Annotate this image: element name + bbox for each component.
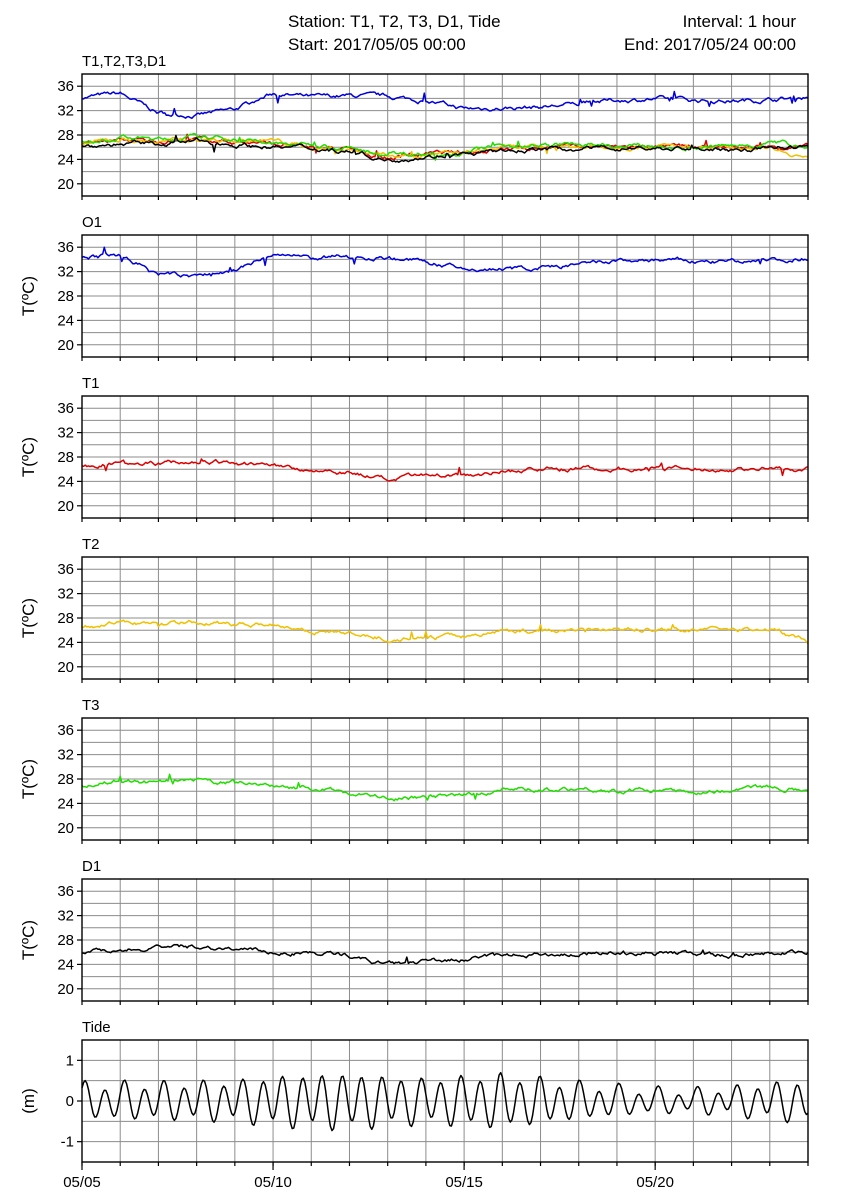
plot-frame (81, 717, 809, 841)
panel-1: T1,T2,T3,D1 20 24 28 32 36 (57, 53, 809, 200)
y-tick-label: 24 (57, 473, 74, 490)
series-line-1 (81, 90, 809, 120)
x-tick-label: 05/20 (636, 1174, 674, 1191)
y-axis-label: T(ºC) (19, 437, 38, 477)
series-line-3 (81, 136, 809, 159)
plot-frame (81, 556, 809, 680)
y-tick-label: 20 (57, 820, 74, 837)
series-line-1 (81, 1071, 809, 1132)
series-line-1 (81, 943, 809, 965)
panels: T1,T2,T3,D12024283236O1T(ºC)2024283236T1… (19, 53, 809, 1191)
panel-title: T1 (82, 375, 100, 392)
y-tick-label: 20 (57, 659, 74, 676)
header: Station: T1, T2, T3, D1, Tide Start: 201… (288, 12, 796, 54)
panel-2: O1 T(ºC) 20 24 28 32 36 (19, 214, 809, 361)
panel-5: T3 T(ºC) 20 24 28 32 36 (19, 697, 809, 844)
panel-title: O1 (82, 214, 102, 231)
plot-frame (81, 73, 809, 197)
panel-title: T2 (82, 536, 100, 553)
y-axis-label: T(ºC) (19, 920, 38, 960)
y-tick-label: 36 (57, 722, 74, 739)
y-tick-label: 24 (57, 956, 74, 973)
y-tick-label: 20 (57, 981, 74, 998)
plot-frame (81, 878, 809, 1002)
header-station: Station: T1, T2, T3, D1, Tide (288, 12, 501, 31)
y-tick-label: 32 (57, 103, 74, 120)
y-tick-label: 28 (57, 127, 74, 144)
x-tick-label: 05/05 (63, 1174, 101, 1191)
series-line-1 (81, 619, 809, 645)
y-axis-label: (m) (19, 1088, 38, 1113)
y-tick-label: -1 (61, 1134, 74, 1151)
y-tick-label: 32 (57, 264, 74, 281)
panel-title: T1,T2,T3,D1 (82, 53, 166, 70)
plot-frame (81, 234, 809, 358)
y-tick-label: 24 (57, 312, 74, 329)
y-tick-label: 32 (57, 747, 74, 764)
series-line-5 (81, 134, 809, 163)
series-line-1 (81, 773, 809, 802)
panel-title: Tide (82, 1019, 111, 1036)
y-tick-label: 1 (66, 1052, 74, 1069)
series-line-1 (81, 246, 809, 278)
panel-title: D1 (82, 858, 101, 875)
panel-3: T1 T(ºC) 20 24 28 32 36 (19, 375, 809, 522)
y-tick-label: 28 (57, 449, 74, 466)
y-tick-label: 24 (57, 634, 74, 651)
y-tick-label: 28 (57, 288, 74, 305)
y-axis-label: T(ºC) (19, 759, 38, 799)
y-tick-label: 24 (57, 795, 74, 812)
y-axis-label: T(ºC) (19, 598, 38, 638)
panel-6: D1 T(ºC) 20 24 28 32 36 (19, 858, 809, 1005)
y-tick-label: 32 (57, 425, 74, 442)
header-start: Start: 2017/05/05 00:00 (288, 35, 466, 54)
x-tick-label: 05/15 (445, 1174, 483, 1191)
header-end: End: 2017/05/24 00:00 (624, 35, 796, 54)
y-tick-label: 28 (57, 932, 74, 949)
y-tick-label: 24 (57, 151, 74, 168)
panel-4: T2 T(ºC) 20 24 28 32 36 (19, 536, 809, 683)
y-tick-label: 36 (57, 883, 74, 900)
y-tick-label: 0 (66, 1093, 74, 1110)
y-tick-label: 20 (57, 337, 74, 354)
y-tick-label: 32 (57, 908, 74, 925)
y-tick-label: 28 (57, 610, 74, 627)
panel-title: T3 (82, 697, 100, 714)
x-tick-label: 05/10 (254, 1174, 292, 1191)
series-line-1 (81, 458, 809, 482)
y-tick-label: 36 (57, 239, 74, 256)
panel-7: Tide (m) -1 0 1 05/05 05/10 05/15 05/20 (19, 1019, 809, 1191)
y-tick-label: 36 (57, 78, 74, 95)
y-tick-label: 32 (57, 586, 74, 603)
y-tick-label: 20 (57, 176, 74, 193)
y-axis-label: T(ºC) (19, 276, 38, 316)
y-tick-label: 20 (57, 498, 74, 515)
y-tick-label: 36 (57, 561, 74, 578)
plot-frame (81, 395, 809, 519)
header-interval: Interval: 1 hour (683, 12, 797, 31)
y-tick-label: 36 (57, 400, 74, 417)
y-tick-label: 28 (57, 771, 74, 788)
plot-frame (81, 1039, 809, 1163)
